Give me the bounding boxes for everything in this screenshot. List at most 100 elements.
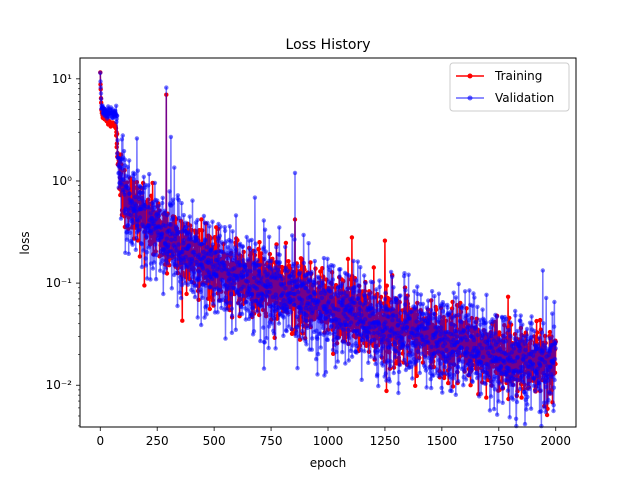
data-point bbox=[292, 170, 298, 176]
data-point bbox=[432, 293, 437, 299]
data-point bbox=[313, 281, 318, 286]
x-tick-label: 250 bbox=[146, 434, 169, 448]
data-point bbox=[115, 138, 120, 143]
data-point bbox=[449, 388, 454, 394]
data-point bbox=[513, 308, 518, 314]
data-point bbox=[398, 310, 403, 316]
data-point bbox=[125, 164, 130, 170]
data-point bbox=[475, 332, 480, 338]
data-point bbox=[544, 295, 549, 301]
data-point bbox=[146, 183, 151, 188]
data-point bbox=[250, 292, 255, 297]
data-point bbox=[388, 269, 394, 275]
data-point bbox=[320, 321, 325, 327]
data-point bbox=[310, 336, 315, 341]
data-point bbox=[509, 350, 514, 355]
data-point bbox=[233, 213, 239, 218]
data-point bbox=[178, 295, 184, 301]
data-point bbox=[398, 293, 403, 298]
data-point bbox=[320, 280, 325, 286]
data-point bbox=[346, 273, 352, 278]
data-point bbox=[331, 351, 336, 356]
data-point bbox=[284, 328, 289, 334]
data-point bbox=[381, 312, 386, 317]
data-point bbox=[134, 235, 139, 241]
data-point bbox=[453, 392, 458, 397]
data-point bbox=[384, 283, 389, 288]
data-point bbox=[166, 242, 171, 247]
data-point bbox=[176, 215, 182, 221]
data-point bbox=[491, 338, 496, 343]
data-point bbox=[161, 291, 166, 297]
data-point bbox=[269, 321, 274, 326]
data-point bbox=[354, 343, 360, 349]
data-point bbox=[127, 230, 133, 235]
data-point bbox=[277, 225, 282, 230]
data-point bbox=[161, 270, 167, 275]
data-point bbox=[175, 303, 180, 309]
data-point bbox=[403, 288, 408, 293]
data-point bbox=[391, 285, 396, 290]
data-point bbox=[432, 311, 437, 317]
data-point bbox=[189, 279, 194, 285]
data-point bbox=[402, 302, 408, 307]
data-point bbox=[440, 309, 446, 314]
data-point bbox=[135, 223, 140, 228]
data-point bbox=[339, 281, 345, 286]
data-point bbox=[472, 295, 477, 300]
data-point bbox=[204, 245, 210, 250]
data-point bbox=[153, 277, 159, 282]
data-point bbox=[255, 258, 260, 263]
data-point bbox=[122, 192, 127, 197]
data-point bbox=[252, 249, 258, 254]
data-point bbox=[332, 343, 337, 348]
data-point bbox=[180, 277, 185, 282]
data-point bbox=[543, 409, 548, 415]
data-point bbox=[235, 277, 240, 282]
data-point bbox=[302, 281, 307, 286]
data-point bbox=[280, 276, 285, 282]
data-point bbox=[436, 319, 441, 324]
data-point bbox=[249, 312, 254, 317]
x-tick-label: 1250 bbox=[370, 434, 401, 448]
data-point bbox=[495, 412, 500, 417]
data-point bbox=[456, 281, 461, 287]
data-point bbox=[248, 268, 253, 274]
data-point bbox=[463, 377, 469, 382]
data-point bbox=[250, 305, 255, 310]
data-point bbox=[126, 174, 132, 179]
data-point bbox=[470, 362, 475, 368]
data-point bbox=[345, 256, 351, 262]
data-point bbox=[524, 326, 530, 332]
data-point bbox=[168, 134, 174, 140]
data-point bbox=[408, 359, 413, 365]
data-point bbox=[204, 303, 209, 308]
data-point bbox=[216, 238, 221, 244]
data-point bbox=[523, 347, 528, 353]
data-point bbox=[505, 388, 511, 393]
data-point bbox=[203, 283, 208, 288]
data-point bbox=[390, 306, 396, 312]
data-point bbox=[396, 381, 401, 386]
data-point bbox=[478, 391, 484, 396]
data-point bbox=[171, 252, 176, 257]
data-point bbox=[300, 329, 305, 334]
data-point bbox=[396, 390, 401, 396]
data-point bbox=[518, 345, 523, 351]
data-point bbox=[283, 286, 288, 291]
data-point bbox=[191, 269, 197, 275]
data-point bbox=[471, 291, 476, 296]
data-point bbox=[525, 402, 530, 407]
data-point bbox=[241, 284, 246, 289]
data-point bbox=[473, 324, 478, 330]
data-point bbox=[134, 203, 139, 208]
data-point bbox=[437, 315, 442, 320]
data-point bbox=[121, 177, 126, 182]
data-point bbox=[418, 317, 423, 322]
data-point bbox=[234, 247, 239, 252]
data-point bbox=[327, 331, 333, 336]
data-point bbox=[386, 314, 391, 319]
data-point bbox=[281, 298, 286, 303]
data-point bbox=[396, 369, 402, 375]
data-point bbox=[356, 283, 361, 288]
